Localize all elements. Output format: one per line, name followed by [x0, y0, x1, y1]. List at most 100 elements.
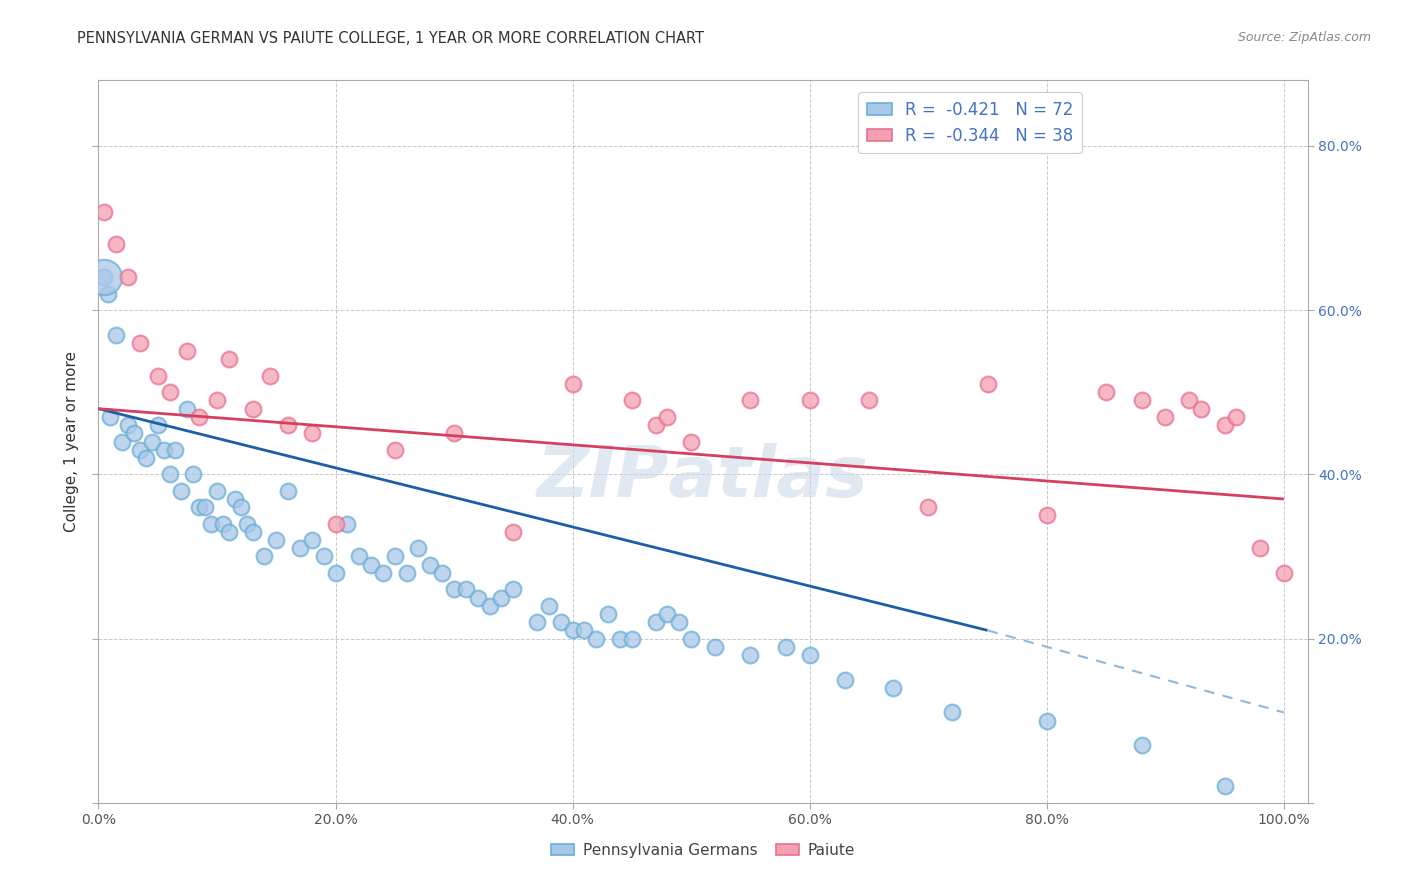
Point [502, 524, 524, 539]
Point [288, 541, 311, 556]
Point [1036, 508, 1059, 523]
Point [152, 442, 174, 457]
Text: Source: ZipAtlas.com: Source: ZipAtlas.com [1237, 31, 1371, 45]
Point [253, 549, 276, 564]
Point [360, 558, 382, 572]
Point [1036, 714, 1059, 728]
Point [644, 418, 666, 433]
Point [212, 516, 235, 531]
Point [336, 516, 359, 531]
Point [799, 393, 821, 408]
Point [681, 434, 703, 449]
Point [432, 566, 454, 580]
Point [491, 591, 513, 605]
Point [1213, 418, 1236, 433]
Point [205, 393, 228, 408]
Point [98, 409, 121, 424]
Point [129, 336, 152, 351]
Point [408, 541, 430, 556]
Point [176, 344, 198, 359]
Point [129, 442, 152, 457]
Point [740, 648, 762, 662]
Point [301, 533, 323, 547]
Point [834, 673, 856, 687]
Point [242, 401, 264, 416]
Point [235, 516, 257, 531]
Point [224, 491, 246, 506]
Point [657, 607, 679, 621]
Point [1154, 409, 1177, 424]
Point [93, 204, 115, 219]
Point [259, 368, 281, 383]
Point [205, 483, 228, 498]
Point [141, 434, 163, 449]
Point [1178, 393, 1201, 408]
Point [146, 418, 169, 433]
Point [242, 524, 264, 539]
Point [218, 524, 240, 539]
Point [264, 533, 287, 547]
Point [188, 500, 211, 515]
Text: PENNSYLVANIA GERMAN VS PAIUTE COLLEGE, 1 YEAR OR MORE CORRELATION CHART: PENNSYLVANIA GERMAN VS PAIUTE COLLEGE, 1… [77, 31, 704, 46]
Point [537, 599, 560, 613]
Point [159, 467, 181, 482]
Point [976, 377, 998, 392]
Point [454, 582, 477, 597]
Point [105, 237, 128, 252]
Point [395, 566, 418, 580]
Point [775, 640, 797, 654]
Point [97, 286, 120, 301]
Point [200, 516, 222, 531]
Point [93, 270, 115, 285]
Point [117, 418, 139, 433]
Point [122, 426, 145, 441]
Point [478, 599, 501, 613]
Point [188, 409, 211, 424]
Point [277, 483, 299, 498]
Point [1225, 409, 1247, 424]
Point [229, 500, 252, 515]
Point [609, 632, 631, 646]
Point [325, 516, 347, 531]
Point [93, 270, 115, 285]
Point [419, 558, 441, 572]
Point [467, 591, 489, 605]
Point [598, 607, 620, 621]
Point [347, 549, 370, 564]
Point [681, 632, 703, 646]
Point [181, 467, 204, 482]
Point [312, 549, 335, 564]
Point [526, 615, 548, 630]
Point [703, 640, 725, 654]
Point [325, 566, 347, 580]
Point [620, 393, 643, 408]
Point [194, 500, 217, 515]
Point [170, 483, 193, 498]
Point [277, 418, 299, 433]
Point [917, 500, 939, 515]
Point [218, 352, 240, 367]
Point [135, 450, 157, 465]
Point [561, 624, 583, 638]
Point [146, 368, 169, 383]
Point [1272, 566, 1295, 580]
Point [668, 615, 690, 630]
Point [799, 648, 821, 662]
Point [574, 624, 596, 638]
Point [740, 393, 762, 408]
Point [384, 442, 406, 457]
Point [550, 615, 572, 630]
Point [1095, 385, 1118, 400]
Point [941, 706, 963, 720]
Point [858, 393, 880, 408]
Point [644, 615, 666, 630]
Point [1213, 780, 1236, 794]
Point [176, 401, 198, 416]
Point [301, 426, 323, 441]
Point [585, 632, 607, 646]
Text: ZIP​atlas: ZIP​atlas [537, 443, 869, 512]
Point [111, 434, 134, 449]
Point [1249, 541, 1271, 556]
Point [620, 632, 643, 646]
Point [882, 681, 904, 695]
